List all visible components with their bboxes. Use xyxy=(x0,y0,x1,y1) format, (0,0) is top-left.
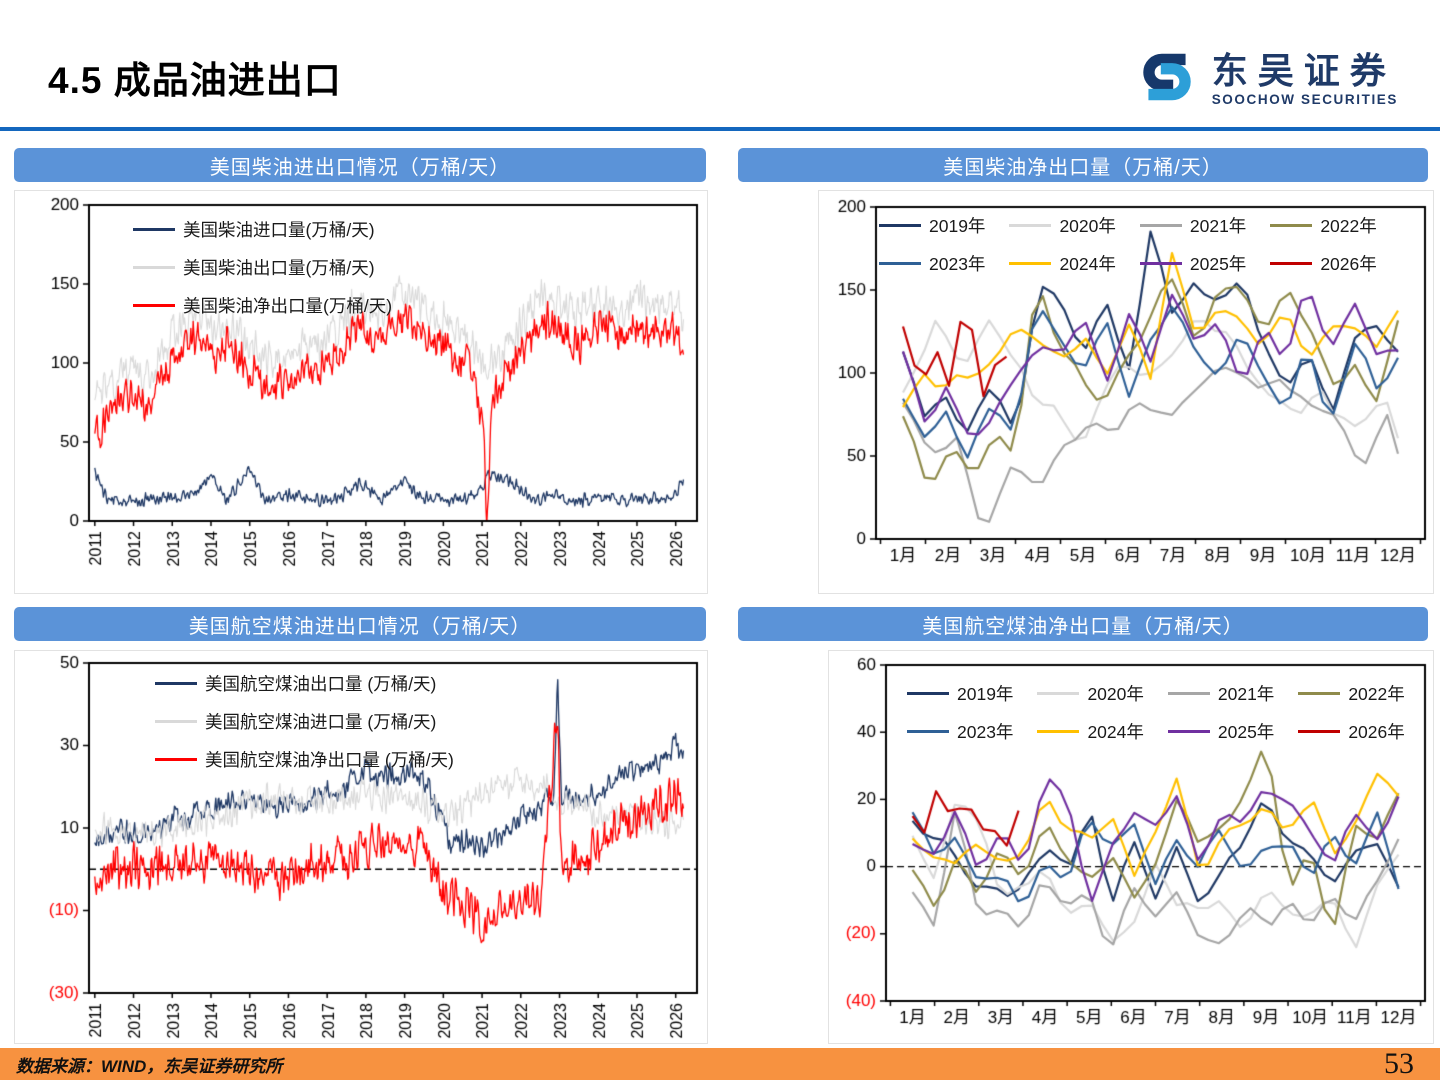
chart-jetfuel-net: 2019年 2020年 2021年 2022年 2023年 2024年 2025年 2026年 xyxy=(828,650,1434,1044)
legend-label: 2025年 xyxy=(1189,254,1247,274)
legend-label: 2025年 xyxy=(1217,722,1275,742)
legend-item: 2020年 xyxy=(1037,681,1144,706)
logo-en-label: SOOCHOW SECURITIES xyxy=(1211,91,1398,107)
legend-item: 2023年 xyxy=(907,719,1013,744)
legend-label: 2024年 xyxy=(1087,722,1144,742)
legend-swatch xyxy=(1167,730,1210,733)
legend-swatch xyxy=(907,692,949,695)
legend-label: 美国柴油出口量(万桶/天) xyxy=(183,258,375,278)
legend-swatch xyxy=(1037,692,1080,695)
legend-item: 美国航空煤油净出口量 (万桶/天) xyxy=(155,747,454,772)
legend-label: 2026年 xyxy=(1348,722,1405,742)
legend-label: 美国航空煤油进口量 (万桶/天) xyxy=(205,712,437,732)
legend-label: 2021年 xyxy=(1189,216,1247,236)
legend-item: 2023年 xyxy=(879,251,985,276)
legend-diesel-trade: 美国柴油进口量(万桶/天) 美国柴油出口量(万桶/天) 美国柴油净出口量(万桶/天) xyxy=(133,217,392,318)
legend-swatch xyxy=(133,228,175,231)
legend-swatch xyxy=(1009,262,1052,265)
legend-item: 美国柴油进口量(万桶/天) xyxy=(133,217,392,242)
legend-swatch xyxy=(1139,224,1182,227)
chart-title-jetfuel-trade: 美国航空煤油进出口情况（万桶/天） xyxy=(14,607,706,641)
legend-item: 美国航空煤油进口量 (万桶/天) xyxy=(155,709,454,734)
legend-label: 2026年 xyxy=(1320,254,1377,274)
legend-item: 2019年 xyxy=(907,681,1013,706)
legend-label: 2020年 xyxy=(1059,216,1116,236)
legend-swatch xyxy=(155,758,197,761)
legend-swatch xyxy=(1139,262,1182,265)
footer-source: 数据来源：WIND，东吴证券研究所 xyxy=(16,1056,283,1076)
legend-swatch xyxy=(1167,692,1210,695)
legend-swatch xyxy=(133,266,175,269)
legend-label: 美国航空煤油出口量 (万桶/天) xyxy=(205,674,437,694)
chart-canvas-jetfuel-trade xyxy=(15,651,707,1043)
chart-title-diesel-trade: 美国柴油进出口情况（万桶/天） xyxy=(14,148,706,182)
legend-swatch xyxy=(155,682,197,685)
legend-swatch xyxy=(155,720,197,723)
chart-jetfuel-trade: 美国航空煤油出口量 (万桶/天) 美国航空煤油进口量 (万桶/天) 美国航空煤油净出… xyxy=(14,650,708,1044)
chart-title-jetfuel-net: 美国航空煤油净出口量（万桶/天） xyxy=(738,607,1428,641)
legend-label: 美国航空煤油净出口量 (万桶/天) xyxy=(205,750,454,770)
chart-title-diesel-net: 美国柴油净出口量（万桶/天） xyxy=(738,148,1428,182)
legend-item: 2026年 xyxy=(1270,251,1377,276)
legend-item: 美国柴油净出口量(万桶/天) xyxy=(133,293,392,318)
legend-swatch xyxy=(1009,224,1052,227)
legend-item: 2022年 xyxy=(1298,681,1405,706)
legend-item: 2024年 xyxy=(1009,251,1116,276)
legend-swatch xyxy=(1037,730,1080,733)
legend-label: 2023年 xyxy=(929,254,986,274)
legend-swatch xyxy=(1298,730,1341,733)
page-title: 4.5 成品油进出口 xyxy=(48,60,342,101)
legend-item: 2020年 xyxy=(1009,213,1116,238)
legend-label: 2022年 xyxy=(1320,216,1377,236)
legend-item: 2026年 xyxy=(1298,719,1405,744)
legend-label: 2023年 xyxy=(957,722,1014,742)
legend-swatch xyxy=(879,262,921,265)
legend-item: 2019年 xyxy=(879,213,985,238)
legend-label: 美国柴油净出口量(万桶/天) xyxy=(183,296,393,316)
chart-canvas-diesel-trade xyxy=(15,191,707,593)
legend-label: 2019年 xyxy=(957,684,1014,704)
legend-label: 2019年 xyxy=(929,216,986,236)
legend-label: 美国柴油进口量(万桶/天) xyxy=(183,220,375,240)
legend-swatch xyxy=(133,304,175,307)
legend-label: 2024年 xyxy=(1059,254,1116,274)
company-logo: 东吴证券 SOOCHOW SECURITIES xyxy=(1134,44,1398,115)
soochow-logo-icon xyxy=(1134,44,1200,115)
legend-jetfuel-net: 2019年 2020年 2021年 2022年 2023年 2024年 2025年 2026年 xyxy=(907,681,1405,744)
legend-item: 2024年 xyxy=(1037,719,1144,744)
page-number: 53 xyxy=(1384,1047,1414,1080)
legend-item: 2021年 xyxy=(1167,681,1275,706)
chart-canvas-diesel-net xyxy=(819,191,1433,593)
legend-item: 2025年 xyxy=(1139,251,1247,276)
legend-diesel-net: 2019年 2020年 2021年 2022年 2023年 2024年 2025年 2026年 xyxy=(879,213,1377,276)
logo-text: 东吴证券 SOOCHOW SECURITIES xyxy=(1212,52,1398,107)
legend-swatch xyxy=(1270,224,1313,227)
chart-diesel-trade: 美国柴油进口量(万桶/天) 美国柴油出口量(万桶/天) 美国柴油净出口量(万桶/天) xyxy=(14,190,708,594)
chart-canvas-jetfuel-net xyxy=(829,651,1433,1043)
legend-label: 2022年 xyxy=(1348,684,1405,704)
legend-swatch xyxy=(1270,262,1313,265)
legend-label: 2021年 xyxy=(1217,684,1275,704)
footer-bar: 数据来源：WIND，东吴证券研究所 53 xyxy=(0,1047,1440,1080)
legend-item: 2025年 xyxy=(1167,719,1275,744)
legend-jetfuel-trade: 美国航空煤油出口量 (万桶/天) 美国航空煤油进口量 (万桶/天) 美国航空煤油净出… xyxy=(155,671,454,772)
legend-item: 美国航空煤油出口量 (万桶/天) xyxy=(155,671,454,696)
legend-swatch xyxy=(1298,692,1341,695)
legend-item: 2021年 xyxy=(1139,213,1247,238)
legend-label: 2020年 xyxy=(1087,684,1144,704)
chart-diesel-net: 2019年 2020年 2021年 2022年 2023年 2024年 2025年 2026年 xyxy=(818,190,1434,594)
legend-item: 美国柴油出口量(万桶/天) xyxy=(133,255,392,280)
legend-swatch xyxy=(879,224,921,227)
header-divider xyxy=(0,127,1440,131)
logo-cn-label: 东吴证券 xyxy=(1211,50,1396,92)
legend-item: 2022年 xyxy=(1270,213,1377,238)
legend-swatch xyxy=(907,730,949,733)
